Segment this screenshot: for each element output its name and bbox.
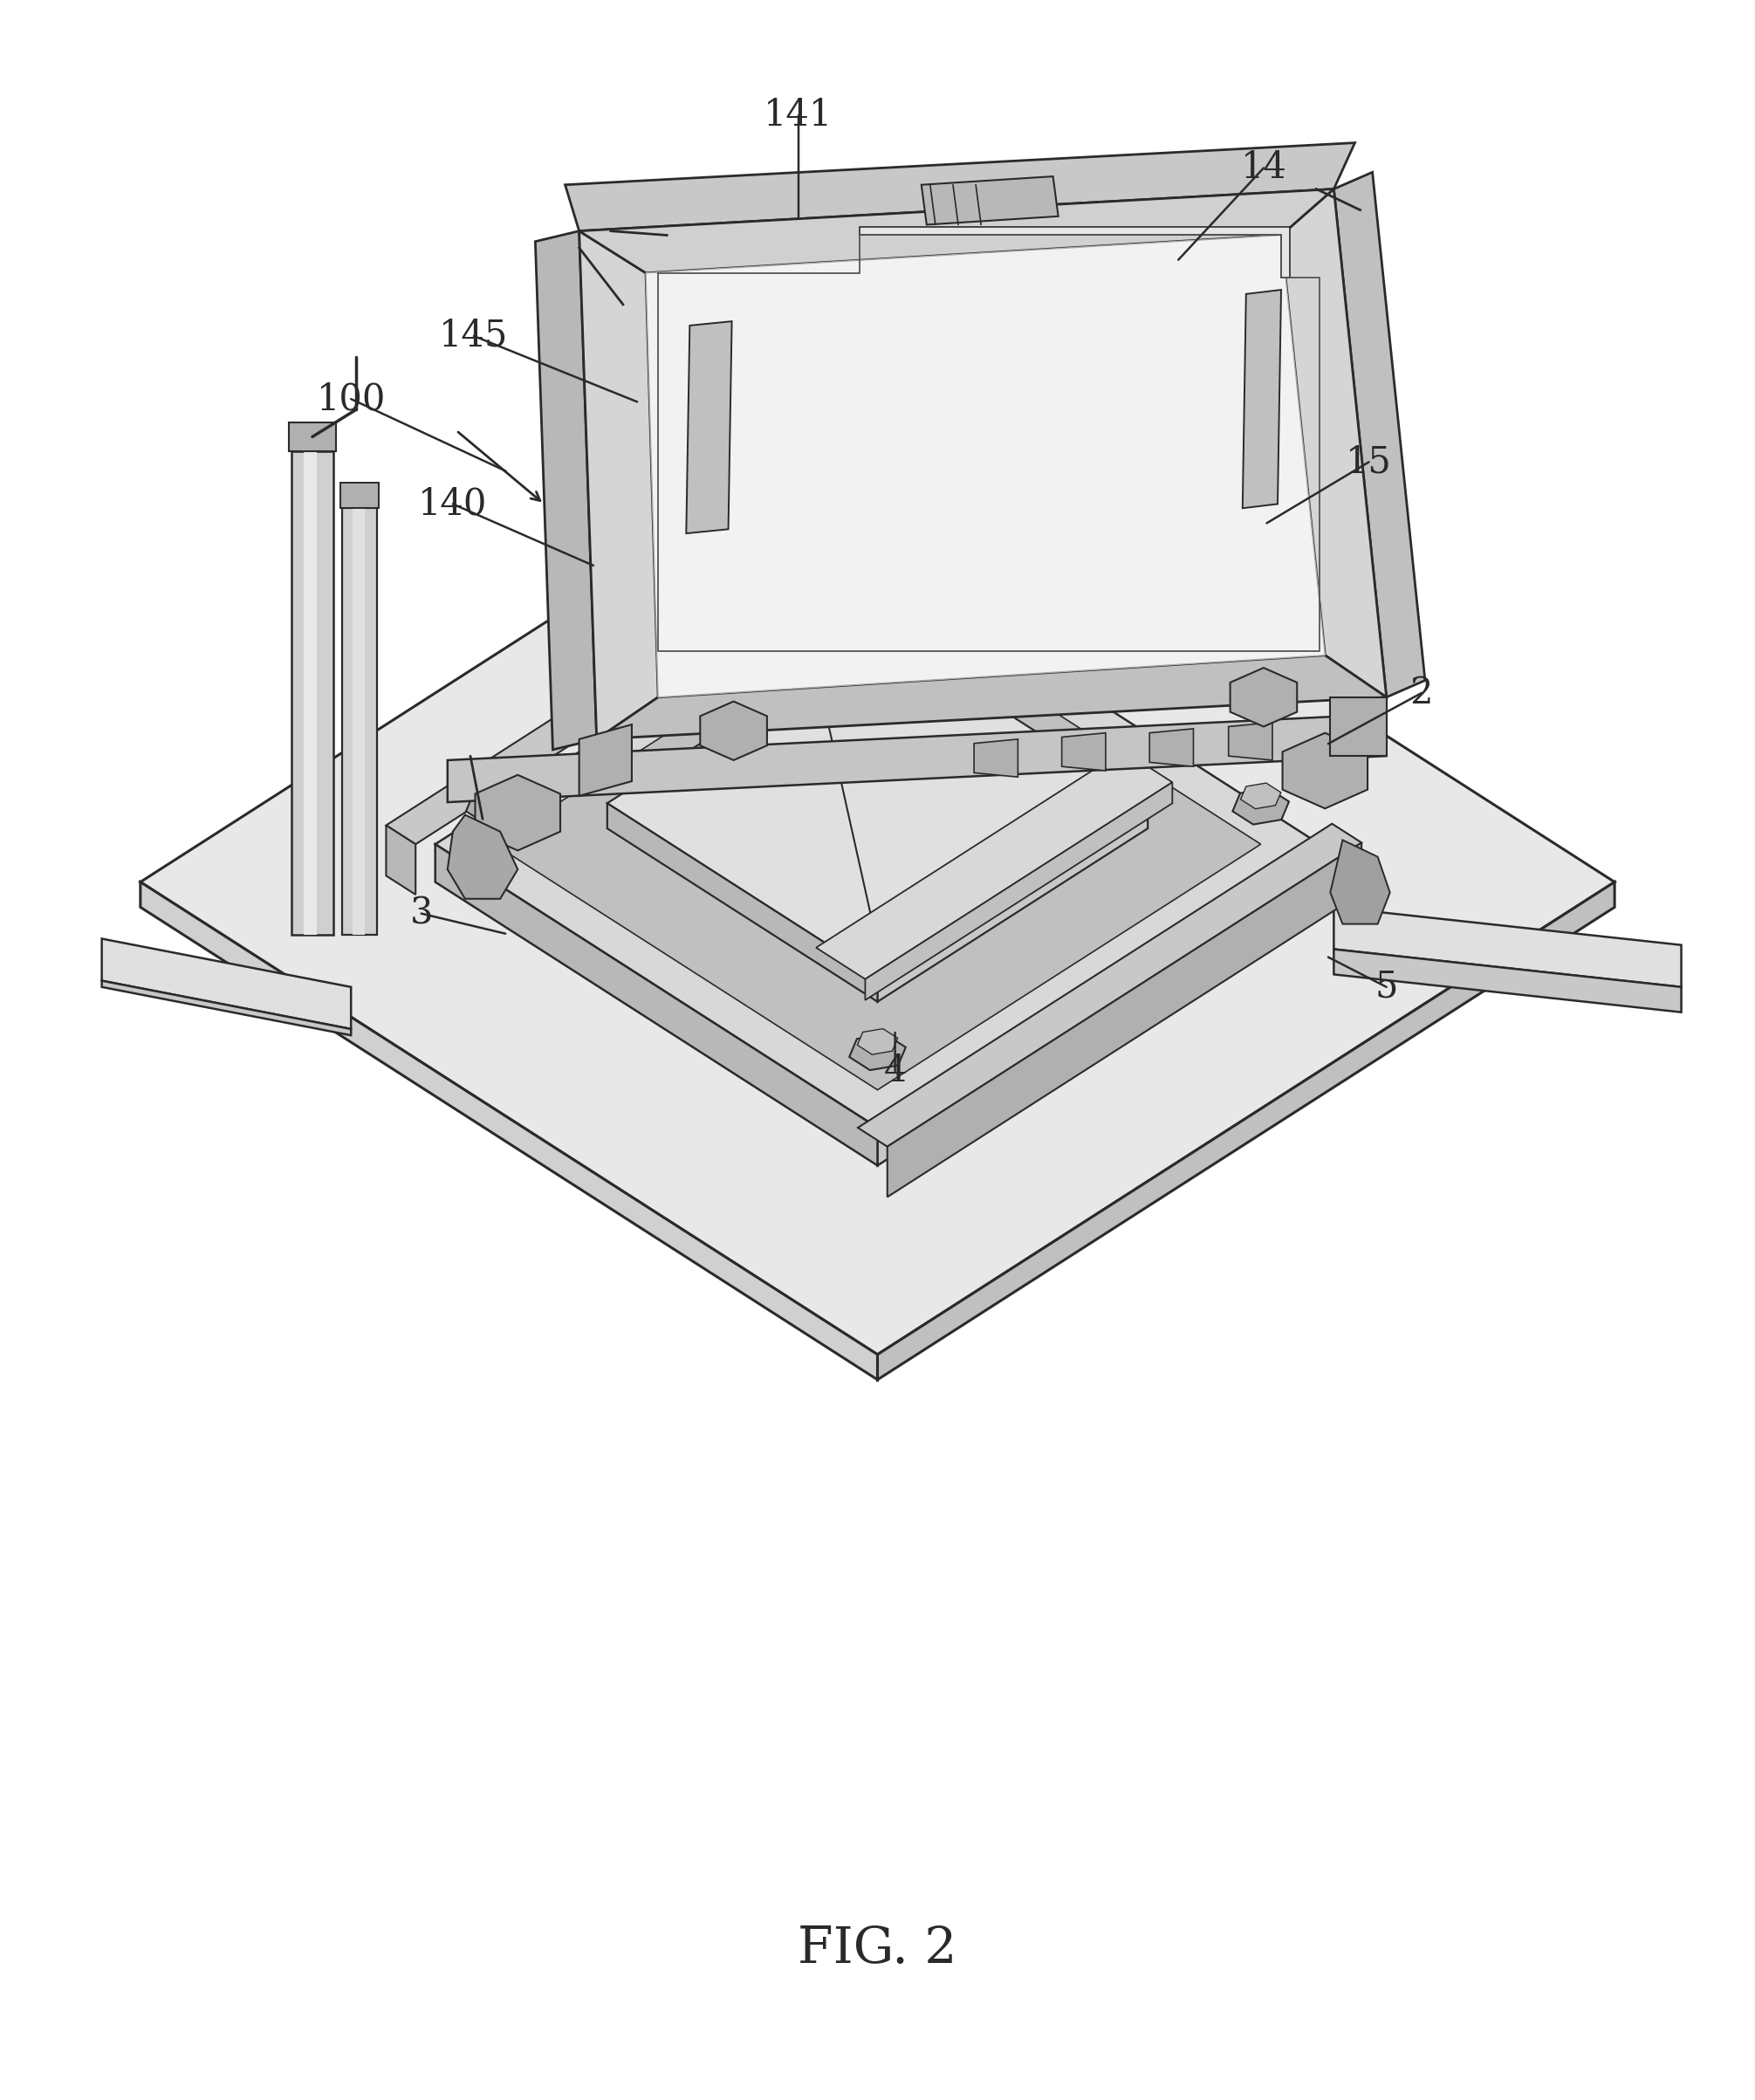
Text: 3: 3 [409,895,433,932]
Polygon shape [858,823,1362,1147]
Polygon shape [579,231,658,739]
Polygon shape [353,508,365,935]
Polygon shape [700,701,767,760]
Polygon shape [686,321,732,533]
Polygon shape [340,483,379,508]
Polygon shape [1243,290,1281,508]
Polygon shape [304,452,316,935]
Polygon shape [1334,907,1681,987]
Polygon shape [386,521,890,844]
Polygon shape [448,714,1386,802]
Polygon shape [849,1033,906,1071]
Polygon shape [565,143,1355,231]
Polygon shape [858,1029,897,1054]
Polygon shape [865,783,1172,1000]
Polygon shape [646,235,1325,697]
Polygon shape [1330,840,1390,924]
Text: 4: 4 [883,1052,907,1090]
Polygon shape [1062,733,1106,771]
Polygon shape [1334,172,1425,697]
Polygon shape [858,538,897,563]
Polygon shape [386,825,416,895]
Polygon shape [607,804,878,1002]
Text: 145: 145 [439,317,509,355]
Text: 14: 14 [1241,149,1286,187]
Polygon shape [435,561,1320,1128]
Polygon shape [1334,949,1681,1012]
Polygon shape [1241,783,1281,809]
Polygon shape [1330,697,1386,756]
Polygon shape [921,176,1058,225]
Polygon shape [342,508,377,935]
Polygon shape [860,227,1290,277]
Text: 141: 141 [763,97,834,134]
Polygon shape [474,783,514,809]
Polygon shape [597,655,1386,739]
Polygon shape [849,542,906,580]
Polygon shape [816,752,1172,979]
Polygon shape [878,844,1320,1166]
Polygon shape [102,981,351,1035]
Polygon shape [140,410,1615,1355]
Polygon shape [1228,722,1272,760]
Polygon shape [102,939,351,1029]
Polygon shape [467,788,523,825]
Polygon shape [495,598,1260,1090]
Polygon shape [290,422,335,452]
Polygon shape [448,815,518,899]
Polygon shape [1150,729,1193,766]
Polygon shape [974,739,1018,777]
Polygon shape [579,189,1334,273]
Polygon shape [1232,788,1288,825]
Text: 5: 5 [1374,968,1399,1006]
Polygon shape [1230,668,1297,727]
Polygon shape [476,775,560,851]
Polygon shape [1281,189,1386,697]
Text: 2: 2 [1409,674,1434,712]
Text: 100: 100 [316,380,386,418]
Polygon shape [1283,733,1367,809]
Polygon shape [878,882,1615,1380]
Polygon shape [579,724,632,796]
Polygon shape [140,882,878,1380]
Text: 15: 15 [1346,443,1392,481]
Polygon shape [435,844,878,1166]
Text: 140: 140 [418,485,488,523]
Polygon shape [878,804,1148,1002]
Polygon shape [291,452,333,935]
Polygon shape [535,231,597,750]
Polygon shape [888,842,1362,1197]
Text: FIG. 2: FIG. 2 [799,1924,956,1974]
Polygon shape [607,630,1148,976]
